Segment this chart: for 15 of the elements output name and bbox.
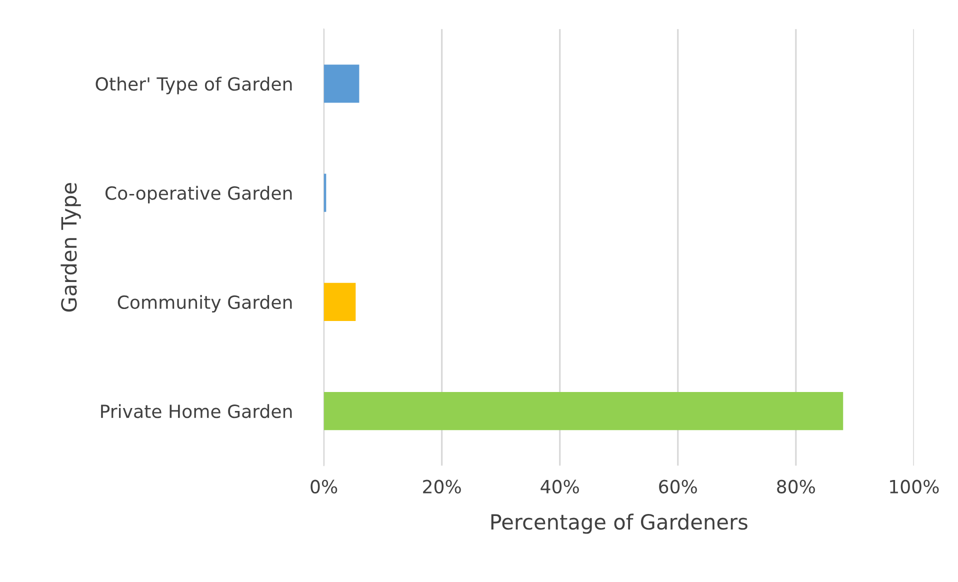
x-tick-label: 60% [659, 480, 697, 494]
y-axis-title: Garden Type [60, 183, 81, 312]
x-axis-title: Percentage of Gardeners [491, 514, 748, 534]
bar [324, 282, 356, 322]
y-tick-label: Other' Type of Garden [96, 76, 292, 94]
x-tick-label: 100% [890, 480, 939, 494]
x-tick-label: 0% [310, 480, 338, 494]
y-tick-label: Private Home Garden [101, 404, 292, 418]
y-tick-label: Community Garden [118, 295, 292, 313]
y-tick-label: Co-operative Garden [106, 186, 292, 204]
x-tick-label: 80% [777, 480, 815, 494]
bar [324, 64, 360, 103]
bar [324, 392, 844, 430]
x-tick-label: 40% [540, 480, 579, 494]
x-tick-label: 20% [423, 480, 461, 494]
